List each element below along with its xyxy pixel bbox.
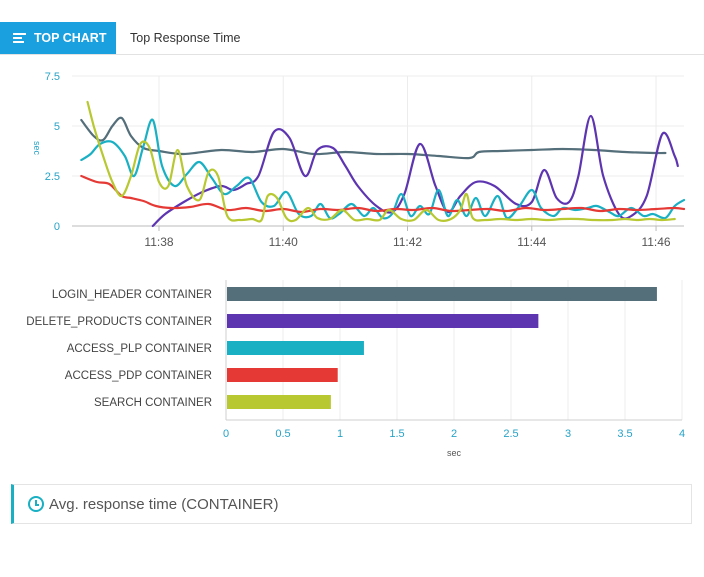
- category-label: LOGIN_HEADER CONTAINER: [52, 289, 212, 301]
- bar: [227, 287, 657, 301]
- x-tick-label: 2: [451, 428, 457, 440]
- series-line-0: [80, 116, 667, 160]
- footer-panel: Avg. response time (CONTAINER): [11, 484, 692, 524]
- x-tick-label: 4: [679, 428, 685, 440]
- clock-icon: [28, 496, 44, 512]
- y-tick-label: 2.5: [45, 171, 60, 183]
- bar: [227, 368, 338, 382]
- series-line-1: [151, 114, 679, 228]
- y-axis-label: sec: [32, 141, 42, 156]
- x-tick-label: 11:40: [269, 235, 298, 249]
- tab-top-chart[interactable]: TOP CHART: [0, 22, 116, 54]
- x-tick-label: 3.5: [617, 428, 632, 440]
- x-tick-label: 0.5: [275, 428, 290, 440]
- tab-top-chart-label: TOP CHART: [34, 31, 107, 45]
- x-tick-label: 11:38: [144, 235, 173, 249]
- x-tick-label: 0: [223, 428, 229, 440]
- bar: [227, 341, 364, 355]
- x-tick-label: 11:42: [393, 235, 422, 249]
- x-tick-label: 1.5: [389, 428, 404, 440]
- series-line-3: [80, 174, 686, 214]
- x-tick-label: 3: [565, 428, 571, 440]
- bar-chart: 0 0.5 1 1.5 2 2.5 3 3.5 4 sec LOGIN_HEADER CONTAIN…: [26, 280, 685, 458]
- x-axis-label: sec: [447, 448, 462, 458]
- line-chart: 0 2.5 5 7.5 11:38 11:40 11:42 11:44 11:46 sec: [32, 71, 686, 249]
- chart-title: Top Response Time: [130, 31, 241, 45]
- x-tick-label: 1: [337, 428, 343, 440]
- y-tick-label: 0: [54, 221, 60, 233]
- bar: [227, 314, 539, 328]
- category-label: ACCESS_PLP CONTAINER: [67, 343, 212, 355]
- x-tick-label: 2.5: [503, 428, 518, 440]
- x-tick-label: 11:46: [641, 235, 670, 249]
- y-tick-label: 5: [54, 121, 60, 133]
- menu-icon: [13, 33, 26, 43]
- category-label: ACCESS_PDP CONTAINER: [65, 370, 212, 382]
- x-tick-label: 11:44: [517, 235, 546, 249]
- y-tick-label: 7.5: [45, 71, 60, 83]
- tab-bar: TOP CHART Top Response Time: [0, 22, 704, 55]
- bar: [227, 395, 331, 409]
- category-label: SEARCH CONTAINER: [94, 397, 212, 409]
- footer-label: Avg. response time (CONTAINER): [49, 495, 279, 513]
- category-label: DELETE_PRODUCTS CONTAINER: [26, 316, 212, 328]
- series-line-4: [86, 100, 676, 223]
